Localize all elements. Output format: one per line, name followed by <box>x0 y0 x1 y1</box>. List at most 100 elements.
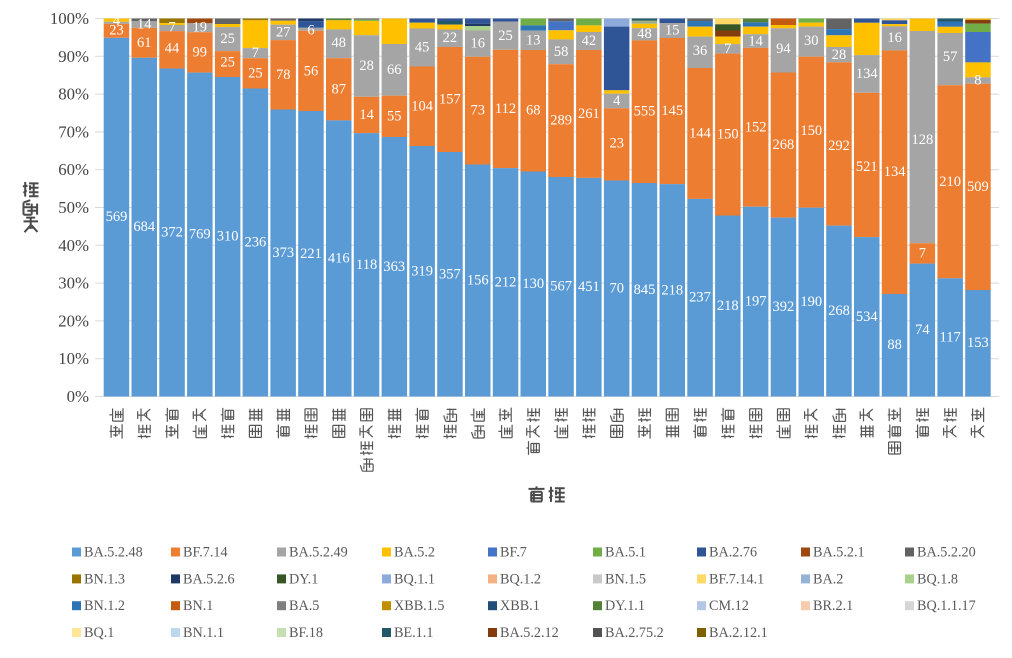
svg-text:XBB.1: XBB.1 <box>500 598 540 614</box>
svg-text:6: 6 <box>307 23 314 39</box>
svg-text:28: 28 <box>832 47 847 63</box>
svg-text:7: 7 <box>724 41 731 57</box>
svg-text:61: 61 <box>137 35 152 51</box>
svg-text:521: 521 <box>856 159 878 175</box>
svg-text:13: 13 <box>526 32 541 48</box>
svg-text:190: 190 <box>800 294 822 310</box>
svg-text:BN.1.2: BN.1.2 <box>84 598 125 614</box>
svg-text:42: 42 <box>582 33 597 49</box>
svg-text:BN.1.1: BN.1.1 <box>183 625 224 641</box>
svg-text:94: 94 <box>776 41 791 57</box>
svg-text:157: 157 <box>439 92 461 108</box>
svg-text:BN.1: BN.1 <box>183 598 213 614</box>
svg-text:218: 218 <box>661 282 683 298</box>
svg-text:44: 44 <box>165 41 180 57</box>
svg-text:50%: 50% <box>58 198 89 217</box>
svg-text:144: 144 <box>689 126 712 142</box>
svg-text:87: 87 <box>332 82 347 98</box>
svg-text:BA.5.2.6: BA.5.2.6 <box>183 571 235 587</box>
svg-text:20%: 20% <box>58 311 89 330</box>
svg-text:BA.5.2: BA.5.2 <box>394 545 435 561</box>
svg-text:218: 218 <box>717 298 739 314</box>
svg-text:88: 88 <box>887 337 902 353</box>
svg-text:60%: 60% <box>58 160 89 179</box>
svg-text:BF.7.14: BF.7.14 <box>183 545 228 561</box>
svg-text:569: 569 <box>106 209 128 225</box>
svg-text:416: 416 <box>328 251 350 267</box>
svg-text:153: 153 <box>967 335 989 351</box>
svg-text:130: 130 <box>522 276 544 292</box>
svg-text:66: 66 <box>387 62 402 78</box>
svg-text:56: 56 <box>304 64 319 80</box>
svg-text:74: 74 <box>915 322 930 338</box>
svg-text:25: 25 <box>248 65 263 81</box>
svg-text:25: 25 <box>220 31 235 47</box>
svg-text:212: 212 <box>495 274 517 290</box>
svg-text:BA.5.2.12: BA.5.2.12 <box>500 625 559 641</box>
svg-text:90%: 90% <box>58 47 89 66</box>
svg-text:48: 48 <box>332 35 347 51</box>
svg-text:22: 22 <box>443 30 458 46</box>
svg-text:118: 118 <box>356 257 377 273</box>
svg-text:BR.2.1: BR.2.1 <box>813 598 853 614</box>
svg-text:268: 268 <box>828 303 850 319</box>
svg-text:684: 684 <box>133 219 156 235</box>
svg-text:261: 261 <box>578 106 600 122</box>
svg-text:451: 451 <box>578 279 600 295</box>
svg-text:14: 14 <box>137 17 152 33</box>
svg-text:104: 104 <box>411 98 434 114</box>
svg-text:100%: 100% <box>50 9 89 28</box>
svg-text:BQ.1.8: BQ.1.8 <box>917 571 958 587</box>
svg-text:16: 16 <box>887 30 902 46</box>
svg-text:289: 289 <box>550 113 572 129</box>
svg-text:236: 236 <box>245 235 267 251</box>
svg-text:7: 7 <box>919 245 926 261</box>
svg-text:48: 48 <box>637 26 652 42</box>
svg-text:150: 150 <box>717 127 739 143</box>
svg-text:845: 845 <box>634 282 656 298</box>
svg-text:78: 78 <box>276 67 291 83</box>
svg-text:373: 373 <box>272 245 294 261</box>
svg-text:10%: 10% <box>58 349 89 368</box>
svg-text:150: 150 <box>800 123 822 139</box>
svg-text:134: 134 <box>884 164 907 180</box>
svg-text:221: 221 <box>300 246 322 262</box>
svg-text:25: 25 <box>220 55 235 71</box>
svg-text:769: 769 <box>189 227 211 243</box>
svg-text:68: 68 <box>526 103 541 119</box>
svg-text:55: 55 <box>387 108 402 124</box>
svg-text:197: 197 <box>745 294 767 310</box>
svg-text:BN.1.5: BN.1.5 <box>605 571 646 587</box>
svg-text:BF.7: BF.7 <box>500 545 527 561</box>
svg-text:30%: 30% <box>58 274 89 293</box>
svg-text:128: 128 <box>912 132 934 148</box>
svg-text:58: 58 <box>554 44 569 60</box>
svg-text:BE.1.1: BE.1.1 <box>394 625 433 641</box>
svg-text:30: 30 <box>804 33 819 49</box>
svg-text:DY.1: DY.1 <box>289 571 318 587</box>
svg-text:392: 392 <box>773 299 795 315</box>
svg-text:134: 134 <box>856 66 879 82</box>
svg-text:45: 45 <box>415 40 430 56</box>
svg-text:BA.2.12.1: BA.2.12.1 <box>709 625 768 641</box>
svg-text:BQ.1.2: BQ.1.2 <box>500 571 541 587</box>
svg-text:BQ.1: BQ.1 <box>84 625 114 641</box>
svg-text:4: 4 <box>113 13 121 29</box>
svg-text:152: 152 <box>745 119 767 135</box>
svg-text:CM.12: CM.12 <box>709 598 749 614</box>
svg-text:363: 363 <box>383 259 405 275</box>
svg-text:237: 237 <box>689 290 711 306</box>
svg-text:99: 99 <box>193 44 208 60</box>
svg-text:23: 23 <box>609 136 624 152</box>
svg-text:0%: 0% <box>67 387 89 406</box>
svg-text:319: 319 <box>411 263 433 279</box>
svg-text:372: 372 <box>161 225 183 241</box>
svg-text:28: 28 <box>359 58 374 74</box>
svg-text:117: 117 <box>939 329 960 345</box>
svg-text:14: 14 <box>359 107 374 123</box>
svg-text:16: 16 <box>470 36 485 52</box>
svg-text:70%: 70% <box>58 122 89 141</box>
svg-text:14: 14 <box>748 33 763 49</box>
svg-text:210: 210 <box>939 174 961 190</box>
svg-text:BA.2: BA.2 <box>813 571 843 587</box>
